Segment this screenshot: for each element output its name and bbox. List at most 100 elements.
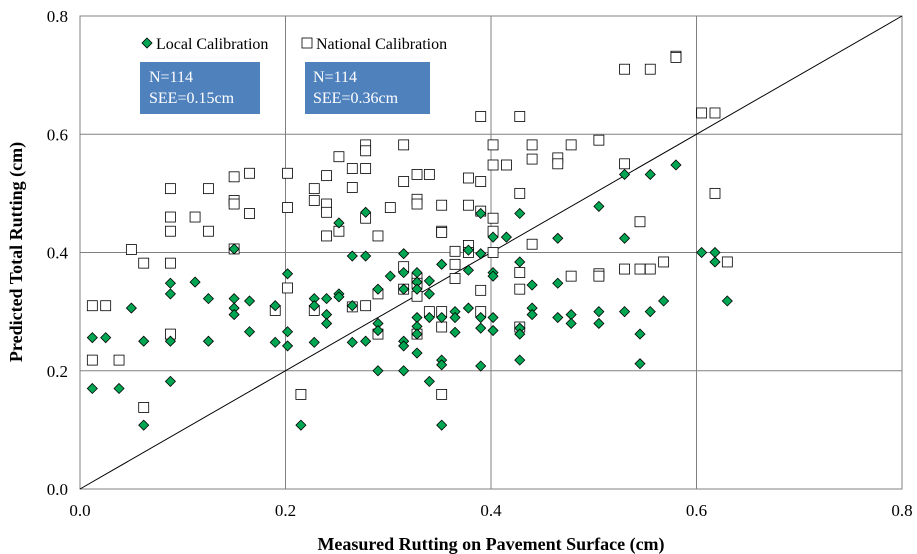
local-calibration-point xyxy=(436,258,448,270)
national-calibration-point xyxy=(411,169,423,180)
local-calibration-point xyxy=(372,324,384,337)
local-calibration-point xyxy=(514,354,526,366)
local-calibration-point xyxy=(619,168,631,181)
y-axis-title: Predicted Total Rutting (cm) xyxy=(6,142,27,362)
local-calibration-point xyxy=(269,300,281,312)
local-calibration-point xyxy=(321,293,333,305)
local-calibration-point xyxy=(423,288,435,300)
national-calibration-point xyxy=(709,107,721,119)
national-calibration-point xyxy=(526,139,538,151)
national-calibration-point xyxy=(619,63,630,75)
national-calibration-point xyxy=(514,187,526,199)
local-calibration-point xyxy=(475,207,487,220)
local-calibration-point xyxy=(462,302,474,314)
local-calibration-point xyxy=(500,231,512,243)
local-calibration-point xyxy=(346,250,358,262)
national-calibration-point xyxy=(360,300,372,312)
local-calibration-point xyxy=(86,332,98,344)
national-calibration-point xyxy=(113,354,125,366)
national-calibration-point xyxy=(634,216,646,228)
local-calibration-point xyxy=(411,347,423,359)
y-tick-label: 0.4 xyxy=(47,244,69,263)
national-calibration-point xyxy=(475,284,487,296)
local-calibration-point xyxy=(164,335,176,347)
local-calibration-point xyxy=(269,336,281,348)
national-calibration-point xyxy=(372,230,384,242)
national-calibration-point xyxy=(138,402,150,413)
national-calibration-point xyxy=(384,202,396,213)
national-calibration-point xyxy=(308,195,320,206)
national-calibration-point xyxy=(165,225,176,237)
local-calibration-point xyxy=(514,256,526,268)
national-calibration-point xyxy=(165,183,176,195)
stat-box-national-background xyxy=(305,62,430,114)
national-calibration-point xyxy=(423,169,435,180)
y-tick-label: 0.0 xyxy=(47,480,68,499)
local-calibration-point xyxy=(552,232,564,244)
national-calibration-point xyxy=(346,163,358,174)
local-calibration-point xyxy=(321,317,333,330)
national-calibration-point xyxy=(138,257,150,269)
local-calibration-point xyxy=(487,270,499,282)
local-calibration-point xyxy=(281,326,294,338)
local-calibration-point xyxy=(372,365,384,377)
local-calibration-point xyxy=(360,206,372,218)
local-calibration-point xyxy=(164,375,176,387)
local-calibration-point xyxy=(372,283,384,295)
x-axis-title: Measured Rutting on Pavement Surface (cm… xyxy=(317,534,664,554)
national-calibration-point xyxy=(475,111,487,122)
national-calibration-point xyxy=(658,256,670,268)
national-calibration-point xyxy=(593,134,605,146)
national-calibration-point xyxy=(462,172,474,184)
stat-box-local-background xyxy=(140,62,260,114)
local-calibration-point xyxy=(634,328,646,340)
national-calibration-point xyxy=(634,263,646,275)
national-calibration-point xyxy=(449,258,461,270)
local-calibration-point xyxy=(526,309,538,321)
local-calibration-point xyxy=(619,232,631,244)
national-calibration-point xyxy=(593,270,605,282)
local-calibration-point xyxy=(462,264,474,276)
legend: Local Calibration National Calibration xyxy=(141,36,447,53)
national-calibration-point xyxy=(228,171,240,183)
local-calibration-point xyxy=(398,340,410,352)
national-calibration-point xyxy=(100,300,112,312)
local-calibration-point xyxy=(619,306,631,318)
local-calibration-point xyxy=(423,375,435,387)
local-calibration-point xyxy=(138,335,150,347)
local-calibration-point xyxy=(398,267,410,279)
stat-box-national: N=114 SEE=0.36cm xyxy=(305,62,430,114)
y-tick-label: 0.2 xyxy=(47,362,68,381)
national-calibration-point xyxy=(565,270,577,282)
national-calibration-point xyxy=(526,153,538,165)
local-calibration-point xyxy=(164,277,176,289)
national-calibration-point xyxy=(228,198,240,210)
national-calibration-point xyxy=(436,226,448,238)
local-calibration-point xyxy=(308,300,320,312)
national-calibration-point xyxy=(165,211,176,223)
local-calibration-point xyxy=(295,419,307,431)
national-calibration-point xyxy=(282,167,293,179)
national-calibration-point xyxy=(321,230,333,242)
local-calibration-point xyxy=(281,340,294,352)
national-calibration-point xyxy=(360,163,372,174)
national-calibration-point xyxy=(514,283,526,295)
local-calibration-point xyxy=(436,311,448,324)
local-calibration-point xyxy=(138,419,150,431)
local-calibration-point xyxy=(552,277,564,289)
national-calibration-point xyxy=(321,206,333,218)
local-calibration-point xyxy=(398,283,410,295)
national-calibration-point xyxy=(475,176,487,187)
local-calibration-point xyxy=(346,300,358,312)
local-calibration-point xyxy=(593,306,605,318)
national-calibration-point xyxy=(86,300,98,312)
local-calibration-point xyxy=(189,276,201,288)
local-calibration-point xyxy=(243,326,256,338)
y-axis-ticks: 0.0 0.2 0.4 0.6 0.8 xyxy=(47,7,69,499)
local-calibration-point xyxy=(449,311,461,324)
local-calibration-point xyxy=(86,382,98,395)
local-calibration-point xyxy=(436,419,448,431)
local-calibration-point xyxy=(423,275,435,287)
local-calibration-point xyxy=(202,293,215,305)
